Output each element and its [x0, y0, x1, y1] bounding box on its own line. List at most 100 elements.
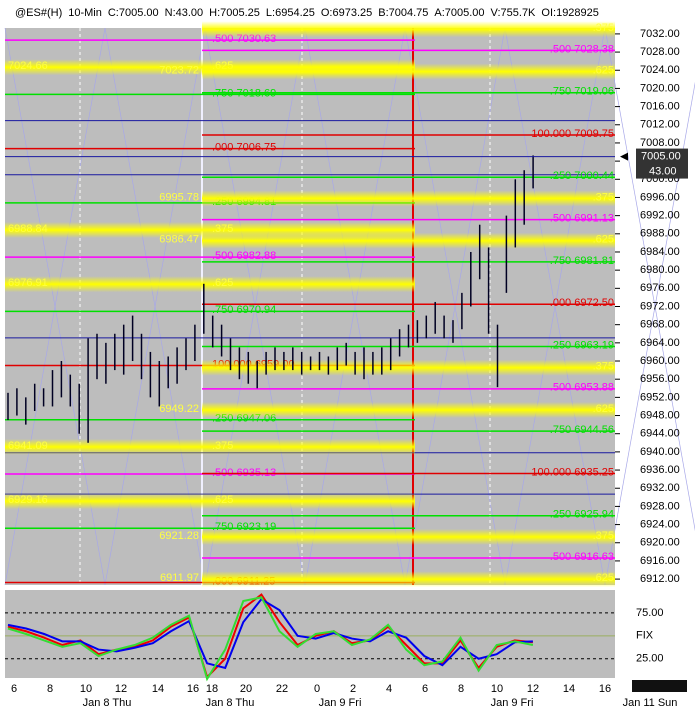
y-tick-label: 6924.00 — [640, 518, 680, 530]
fib-price-label: 6986.47 — [159, 234, 199, 246]
header-field: N:43.00 — [165, 7, 204, 19]
y-tick-label: 7008.00 — [640, 137, 680, 149]
fib-band — [5, 276, 415, 293]
y-tick-label: 6964.00 — [640, 337, 680, 349]
fib-label: .500 6953.88 — [550, 382, 614, 394]
last-tag — [636, 148, 688, 179]
fib-label: .375 — [212, 440, 233, 452]
fib-label: .625 — [212, 277, 233, 289]
x-tick-label: 12 — [115, 683, 127, 695]
y-tick-label: 7032.00 — [640, 28, 680, 40]
fib-label: .250 6925.94 — [550, 509, 614, 521]
header-field: C:7005.00 — [108, 7, 159, 19]
diagonal — [604, 81, 695, 586]
fib-label: .625 — [212, 494, 233, 506]
fib-band — [202, 190, 615, 207]
osc-line — [7, 596, 534, 682]
x-tick-label: 8 — [458, 683, 464, 695]
oscillator-panel — [5, 590, 615, 678]
fib-band — [202, 63, 615, 80]
fib-label: .000 6972.50 — [550, 297, 614, 309]
fib-label: .750 6970.94 — [212, 304, 276, 316]
y-tick-label: 6956.00 — [640, 373, 680, 385]
osc-line — [7, 597, 533, 670]
last-price-label: 7005.00 — [641, 150, 681, 162]
osc-tick-label: 75.00 — [636, 607, 664, 619]
x-tick-label: 8 — [47, 683, 53, 695]
x-tick-label: 4 — [386, 683, 392, 695]
y-tick-label: 6996.00 — [640, 191, 680, 203]
x-tick-label: 18 — [206, 683, 218, 695]
fib-label: 100.000 6935.25 — [531, 466, 614, 478]
y-tick-label: 6916.00 — [640, 555, 680, 567]
x-tick-label: 6 — [11, 683, 17, 695]
header-field: L:6954.25 — [266, 7, 315, 19]
fib-band — [202, 571, 615, 588]
fib-label: .750 6981.81 — [550, 255, 614, 267]
y-tick-label: 6952.00 — [640, 391, 680, 403]
header-field: H:7005.25 — [209, 7, 260, 19]
x-tick-label: 16 — [187, 683, 199, 695]
fib-label: .500 6991.13 — [550, 212, 614, 224]
x-tick-label: 12 — [527, 683, 539, 695]
fib-price-label: 7024.66 — [8, 60, 48, 72]
y-tick-label: 6944.00 — [640, 428, 680, 440]
fib-price-label: 7023.72 — [159, 64, 199, 76]
header-field: 10-Min — [68, 7, 102, 19]
y-tick-label: 6980.00 — [640, 264, 680, 276]
y-tick-label: 7024.00 — [640, 64, 680, 76]
date-label: Jan 11 Sun — [623, 697, 678, 709]
fib-label: .375 — [593, 191, 614, 203]
header-field: O:6973.25 — [321, 7, 372, 19]
fib-band — [202, 401, 615, 418]
header-field: V:755.7K — [491, 7, 537, 19]
y-tick-label: 6928.00 — [640, 500, 680, 512]
y-tick-label: 6976.00 — [640, 282, 680, 294]
x-tick-label: 10 — [491, 683, 503, 695]
y-tick-label: 6988.00 — [640, 228, 680, 240]
fib-price-label: 6988.84 — [8, 223, 48, 235]
y-tick-label: 7016.00 — [640, 101, 680, 113]
header-field: @ES#(H) — [15, 7, 62, 19]
header-field: OI:1928925 — [541, 7, 599, 19]
fib-label: .250 7000.44 — [550, 170, 614, 182]
fib-band — [202, 21, 615, 38]
toolbar-icons — [632, 680, 687, 692]
date-label: Jan 9 Fri — [491, 697, 534, 709]
y-tick-label: 6936.00 — [640, 464, 680, 476]
x-tick-label: 20 — [240, 683, 252, 695]
x-tick-label: 6 — [422, 683, 428, 695]
fib-label: .625 — [593, 64, 614, 76]
x-tick-label: 14 — [563, 683, 575, 695]
osc-line — [7, 593, 534, 679]
osc-reference-label: FIX — [636, 630, 654, 642]
y-tick-label: 6984.00 — [640, 246, 680, 258]
fib-band — [5, 493, 415, 510]
fib-label: .375 — [593, 530, 614, 542]
fib-label: .375 — [212, 223, 233, 235]
fib-band — [5, 438, 415, 455]
x-tick-label: 14 — [152, 683, 164, 695]
x-tick-label: 10 — [80, 683, 92, 695]
date-label: Jan 8 Thu — [83, 697, 132, 709]
fib-price-label: 6911.97 — [160, 572, 199, 584]
y-tick-label: 6948.00 — [640, 409, 680, 421]
fib-band — [202, 232, 615, 249]
fib-price-label: 6941.09 — [8, 440, 48, 452]
fib-label: .750 6944.56 — [550, 424, 614, 436]
x-tick-label: 22 — [276, 683, 288, 695]
osc-tick-label: 25.00 — [636, 653, 664, 665]
fib-price-label: 6949.22 — [159, 403, 199, 415]
last-arrow — [620, 152, 628, 161]
date-label: Jan 9 Fri — [319, 697, 362, 709]
fib-price-label: 6921.28 — [159, 530, 199, 542]
fib-label: .750 7019.06 — [550, 86, 614, 98]
date-label: Jan 8 Thu — [206, 697, 255, 709]
fib-price-label: 6995.78 — [159, 191, 199, 203]
fib-label: .500 6982.88 — [212, 250, 276, 262]
fib-label: .625 — [593, 234, 614, 246]
y-tick-label: 6972.00 — [640, 300, 680, 312]
fib-band — [202, 528, 615, 545]
y-tick-label: 6932.00 — [640, 482, 680, 494]
